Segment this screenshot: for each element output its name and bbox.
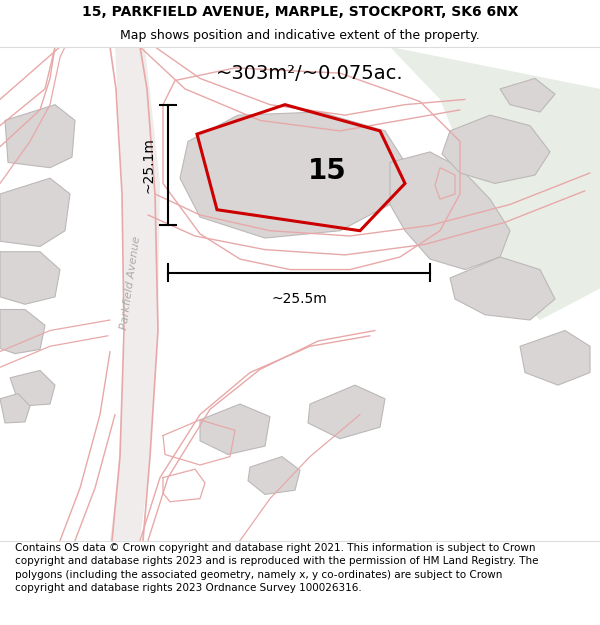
Polygon shape: [180, 112, 405, 238]
Polygon shape: [248, 457, 300, 494]
Text: Parkfield Avenue: Parkfield Avenue: [119, 236, 143, 331]
Polygon shape: [390, 47, 600, 320]
Text: ~25.1m: ~25.1m: [142, 137, 156, 193]
Polygon shape: [5, 104, 75, 168]
Polygon shape: [0, 178, 70, 246]
Polygon shape: [200, 404, 270, 454]
Polygon shape: [520, 331, 590, 385]
Polygon shape: [500, 78, 555, 112]
Polygon shape: [0, 309, 45, 354]
Polygon shape: [0, 252, 60, 304]
Text: ~25.5m: ~25.5m: [271, 292, 327, 306]
Text: Contains OS data © Crown copyright and database right 2021. This information is : Contains OS data © Crown copyright and d…: [15, 543, 539, 592]
Text: Map shows position and indicative extent of the property.: Map shows position and indicative extent…: [120, 29, 480, 42]
Text: ~303m²/~0.075ac.: ~303m²/~0.075ac.: [216, 64, 404, 82]
Polygon shape: [308, 385, 385, 439]
Polygon shape: [110, 47, 160, 541]
Polygon shape: [0, 394, 30, 423]
Text: 15: 15: [308, 157, 347, 185]
Polygon shape: [442, 115, 550, 184]
Polygon shape: [390, 152, 510, 269]
Polygon shape: [450, 257, 555, 320]
Text: 15, PARKFIELD AVENUE, MARPLE, STOCKPORT, SK6 6NX: 15, PARKFIELD AVENUE, MARPLE, STOCKPORT,…: [82, 5, 518, 19]
Polygon shape: [10, 371, 55, 406]
